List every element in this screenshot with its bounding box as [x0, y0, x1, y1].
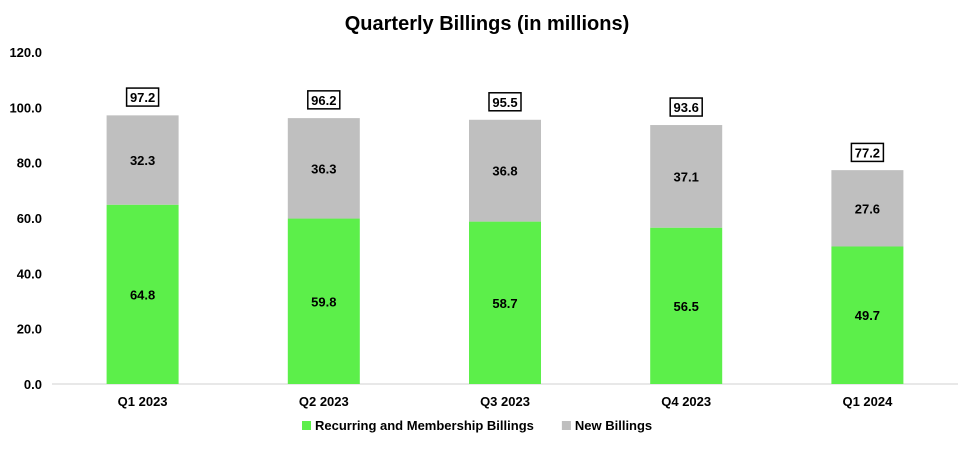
x-tick-label: Q4 2023	[661, 394, 711, 409]
bar-segment-new	[469, 119, 541, 222]
y-tick-label: 40.0	[17, 266, 42, 281]
total-label-box	[307, 90, 341, 110]
legend: Recurring and Membership Billings New Bil…	[302, 418, 652, 433]
legend-label-recurring: Recurring and Membership Billings	[315, 418, 534, 433]
data-label: 49.7	[855, 308, 880, 323]
x-tick-label: Q1 2023	[118, 394, 168, 409]
total-label-box	[488, 92, 522, 112]
data-label: 64.8	[130, 287, 155, 302]
x-tick-label: Q2 2023	[299, 394, 349, 409]
y-tick-label: 100.0	[9, 100, 42, 115]
total-label-box	[669, 97, 703, 117]
x-tick-label: Q1 2024	[842, 394, 893, 409]
total-label-box	[850, 142, 885, 163]
y-tick-label: 20.0	[17, 322, 42, 337]
y-tick-label: 120.0	[9, 45, 42, 60]
bar-segment-recurring	[650, 227, 723, 384]
data-label: 59.8	[311, 294, 336, 309]
x-tick-label: Q3 2023	[480, 394, 530, 409]
y-tick-label: 60.0	[17, 211, 42, 226]
y-tick-label: 80.0	[17, 156, 42, 171]
data-label: 27.6	[855, 201, 880, 216]
legend-swatch-new	[561, 421, 571, 430]
y-tick-label: 0.0	[24, 377, 42, 392]
bar-segment-recurring	[106, 204, 179, 384]
y-axis: 0.0 20.0 40.0 60.0 80.0 100.0 120.0	[9, 45, 42, 392]
data-label: 58.7	[492, 296, 517, 311]
total-label: 77.2	[855, 145, 880, 160]
total-label: 95.5	[492, 95, 517, 110]
legend-label-new: New Billings	[575, 418, 652, 433]
legend-swatch-recurring	[302, 421, 311, 430]
bar-segment-new	[831, 170, 904, 247]
data-label: 37.1	[674, 169, 699, 184]
data-label: 56.5	[674, 299, 699, 314]
data-label: 32.3	[130, 153, 155, 168]
bar-segment-recurring	[831, 246, 904, 384]
bar-segment-recurring	[287, 218, 360, 384]
bar-segment-new	[650, 125, 723, 228]
data-label: 36.3	[311, 161, 336, 176]
bar-segment-recurring	[469, 221, 541, 384]
x-axis: Q1 2023 Q2 2023 Q3 2023 Q4 2023 Q1 2024	[118, 394, 893, 409]
data-label: 36.8	[492, 164, 517, 179]
total-label: 93.6	[674, 100, 699, 115]
total-label: 97.2	[130, 90, 155, 105]
bars-layer: 64.8 32.3 97.2 59.8 36.3 96.2 58.7 36.8 95.5 56.5…	[106, 87, 904, 384]
chart-title: Quarterly Billings (in millions)	[345, 13, 629, 35]
bar-segment-new	[106, 115, 179, 205]
total-label: 96.2	[311, 93, 336, 108]
bar-segment-new	[287, 118, 360, 219]
total-label-box	[125, 87, 160, 107]
